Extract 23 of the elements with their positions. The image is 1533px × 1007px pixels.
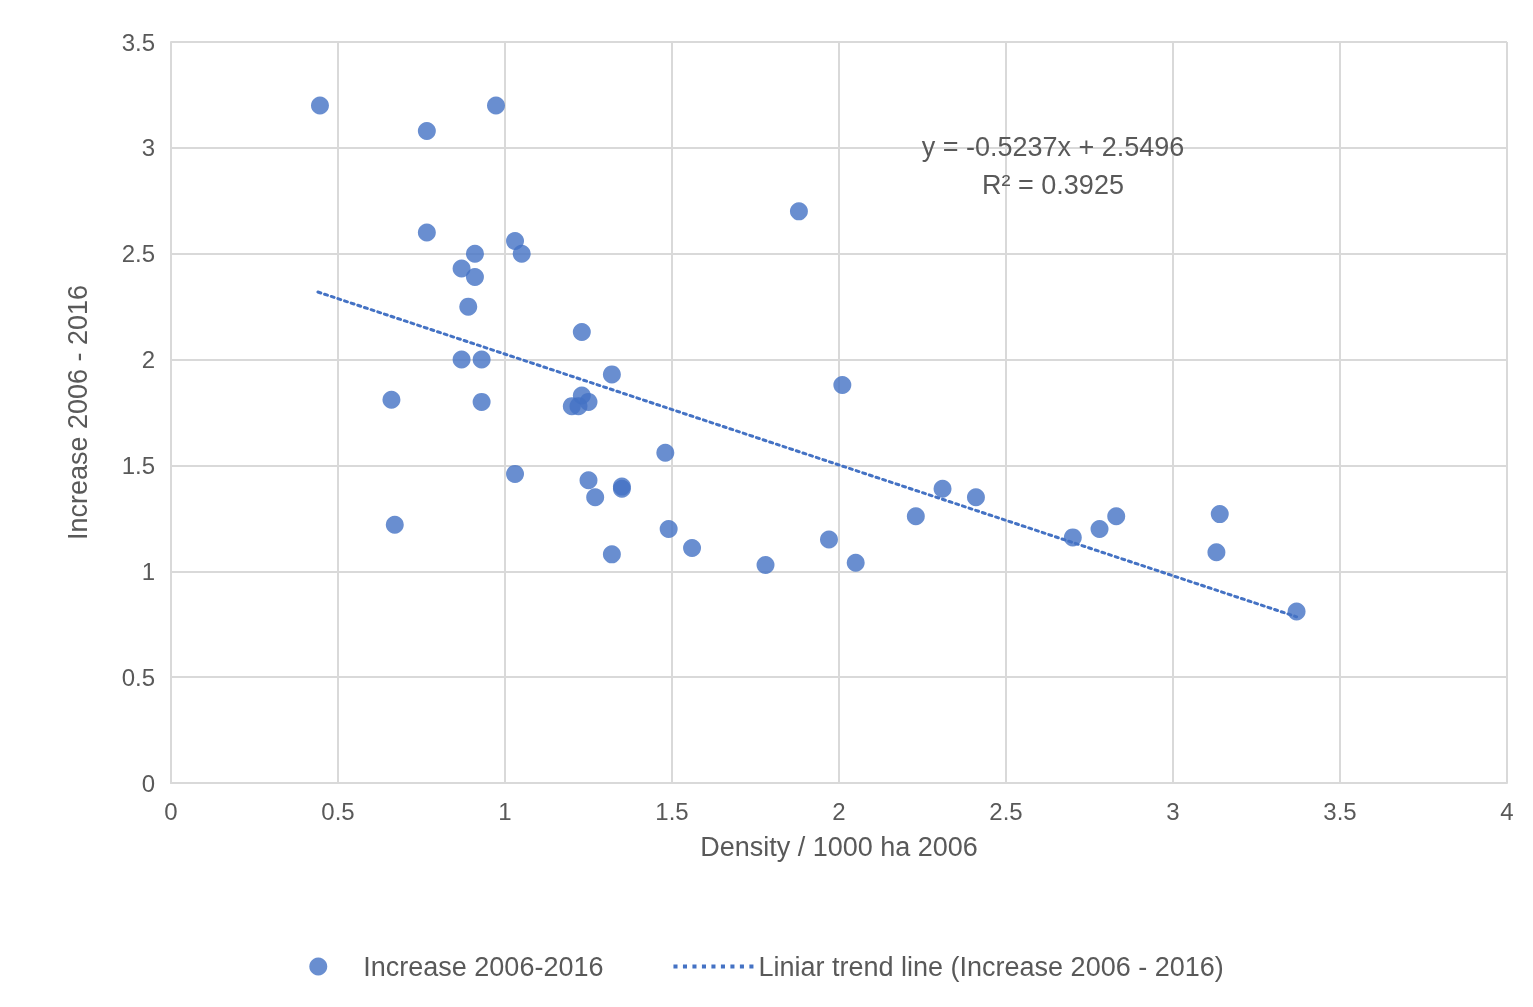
x-tick-label: 2 [832, 797, 846, 825]
legend-label: Liniar trend line (Increase 2006 - 2016) [758, 951, 1224, 982]
y-tick-label: 3 [141, 134, 155, 162]
y-tick-label: 2 [141, 346, 155, 374]
y-tick-label: 1 [141, 557, 155, 585]
x-tick-label: 3.5 [1323, 797, 1357, 825]
x-tick-label: 1.5 [655, 797, 689, 825]
y-tick-label: 0.5 [121, 663, 155, 691]
x-tick-label: 2.5 [989, 797, 1023, 825]
legend-label: Increase 2006-2016 [363, 951, 604, 982]
x-tick-label: 4 [1500, 797, 1514, 825]
x-tick-label: 3 [1166, 797, 1180, 825]
y-tick-label: 3.5 [121, 28, 155, 56]
x-tick-label: 1 [498, 797, 512, 825]
y-axis-title: Increase 2006 - 2016 [62, 284, 93, 541]
x-tick-label: 0.5 [321, 797, 355, 825]
y-tick-label: 0 [141, 769, 155, 797]
annotation: R² = 0.3925 [982, 169, 1124, 200]
annotation: y = -0.5237x + 2.5496 [921, 131, 1185, 162]
y-tick-label: 2.5 [121, 240, 155, 268]
x-axis-title: Density / 1000 ha 2006 [700, 831, 978, 862]
x-tick-label: 0 [164, 797, 178, 825]
y-tick-label: 1.5 [121, 451, 155, 479]
